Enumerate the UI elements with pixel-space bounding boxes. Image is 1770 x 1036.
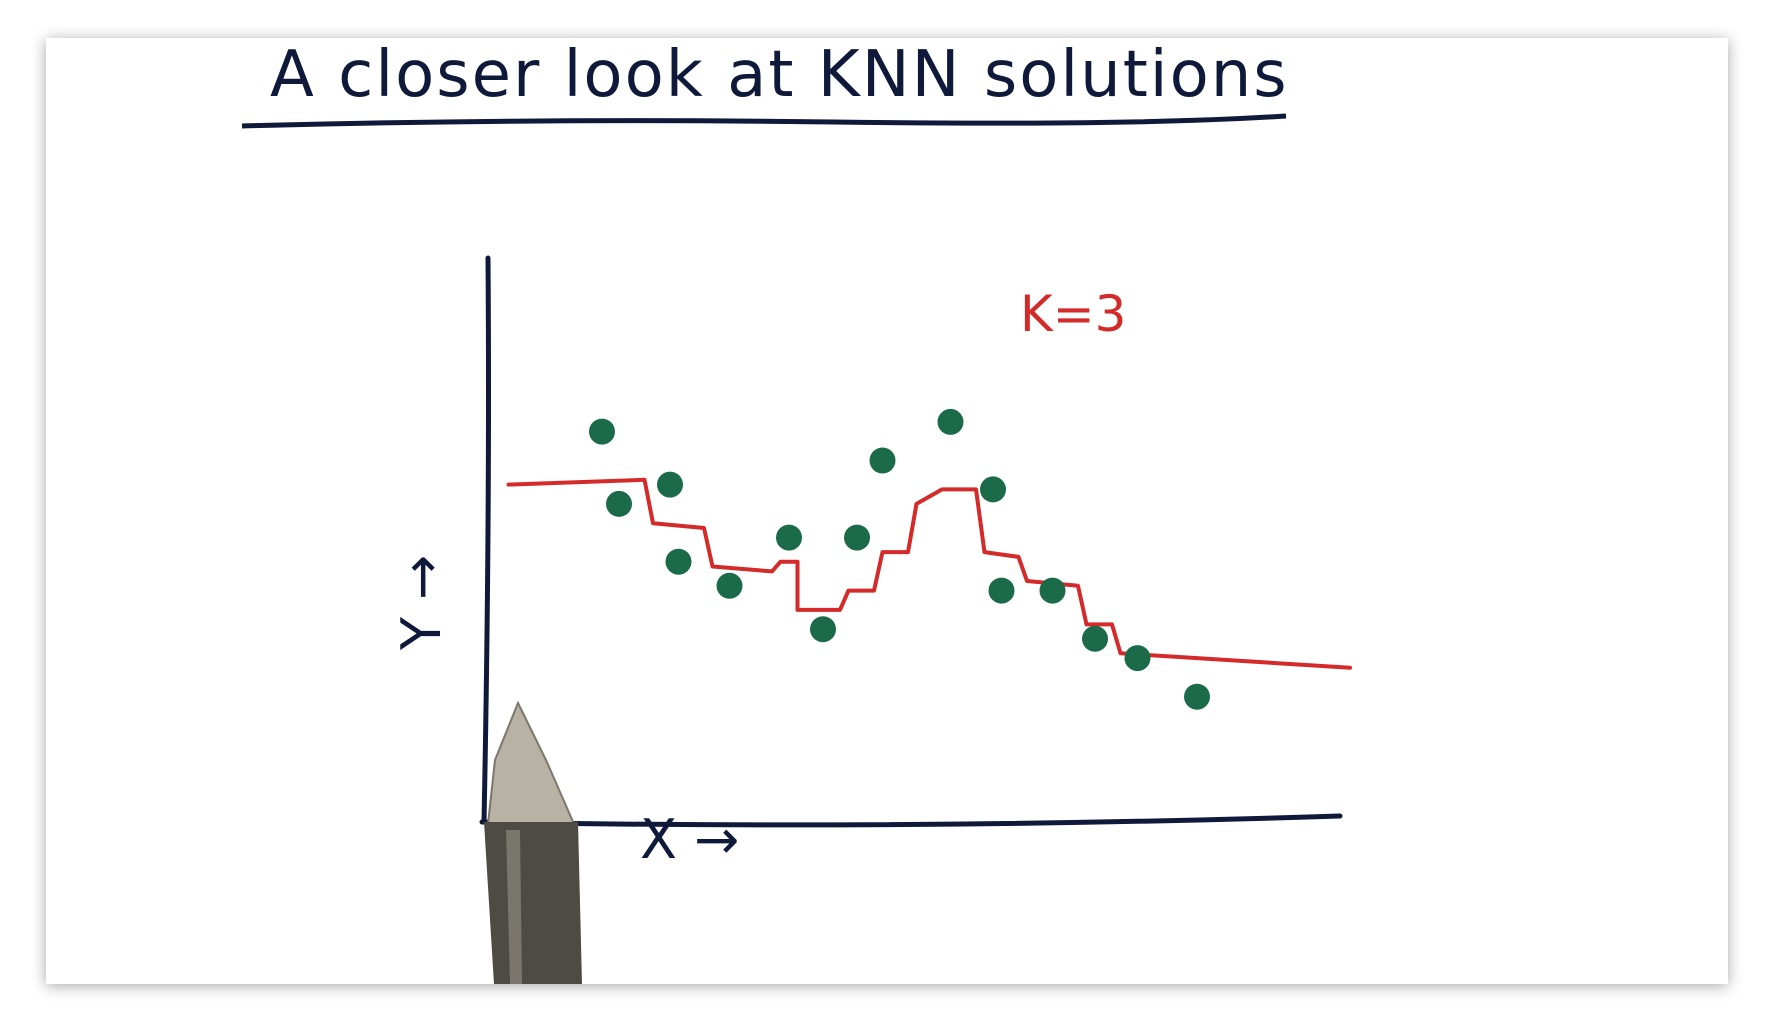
- axes: [479, 255, 1343, 828]
- data-point: [776, 524, 802, 551]
- data-points-group: [589, 408, 1210, 710]
- x-axis-label: X →: [640, 808, 740, 871]
- data-point: [1039, 577, 1066, 604]
- data-point: [869, 447, 896, 474]
- k-annotation: K=3: [1020, 285, 1127, 343]
- data-point: [844, 524, 870, 551]
- knn-step-line: [506, 477, 1352, 670]
- y-axis-line: [481, 255, 491, 825]
- x-axis-line: [479, 813, 1343, 828]
- data-point: [1124, 645, 1151, 672]
- data-point: [589, 418, 615, 445]
- data-point: [810, 616, 836, 643]
- pen-body: [484, 822, 582, 984]
- chart-title: A closer look at KNN solutions: [270, 38, 1289, 112]
- knn-line-group: [506, 477, 1352, 670]
- data-point: [937, 408, 964, 435]
- pen-tip: [486, 700, 576, 825]
- data-point: [980, 476, 1006, 503]
- data-point: [665, 548, 692, 575]
- data-point: [988, 577, 1015, 604]
- title-underline: [241, 113, 1287, 129]
- data-point: [716, 572, 743, 599]
- data-point: [606, 490, 632, 517]
- data-point: [657, 471, 683, 498]
- data-point: [1184, 683, 1210, 710]
- y-axis-label: Y →: [390, 554, 453, 650]
- pen-icon: [484, 700, 582, 984]
- data-point: [1082, 625, 1108, 652]
- pen-highlight: [506, 830, 522, 984]
